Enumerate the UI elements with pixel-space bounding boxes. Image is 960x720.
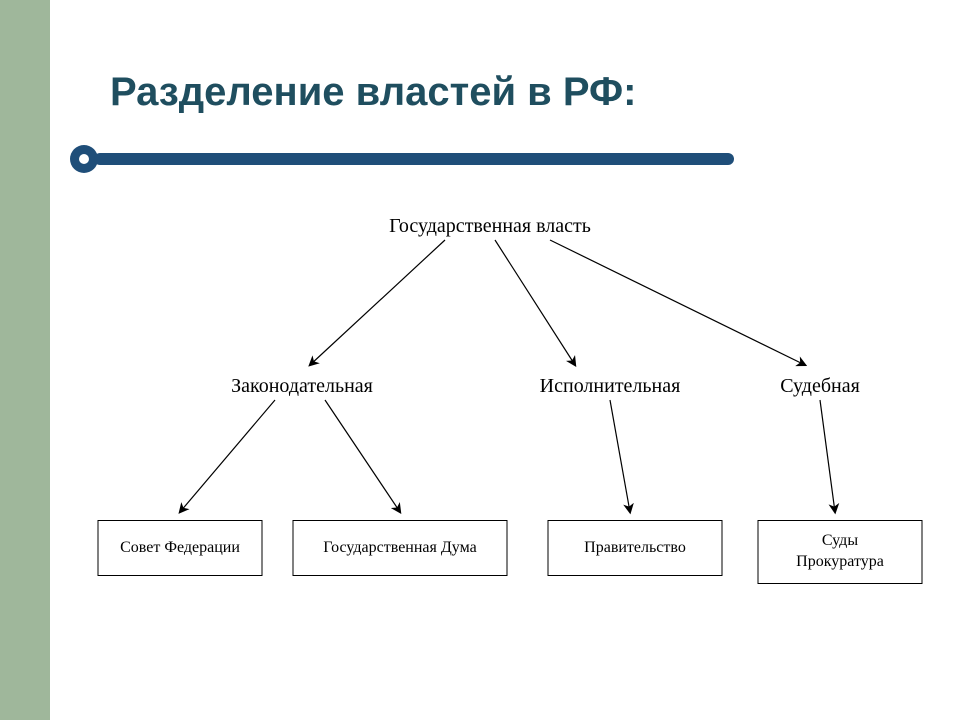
node-courts: Суды Прокуратура (758, 520, 923, 584)
node-judicial: Судебная (780, 375, 860, 398)
node-executive: Исполнительная (540, 375, 681, 398)
underline-bar (94, 153, 734, 165)
title-underline (70, 145, 940, 175)
node-government: Правительство (548, 520, 723, 576)
node-duma: Государственная Дума (293, 520, 508, 576)
page-title: Разделение властей в РФ: (110, 70, 636, 115)
org-diagram: Государственная власть Законодательная И… (50, 200, 960, 620)
slide-content: Разделение властей в РФ: Государственная… (50, 0, 960, 720)
slide-sidebar (0, 0, 50, 720)
node-legislative: Законодательная (231, 375, 373, 398)
node-root: Государственная власть (389, 215, 591, 238)
node-sovfed: Совет Федерации (98, 520, 263, 576)
underline-bullet-hole (79, 154, 89, 164)
